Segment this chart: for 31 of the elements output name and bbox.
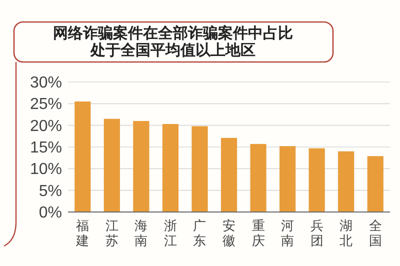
bar: [367, 156, 384, 212]
x-tick-label: 海南: [134, 218, 148, 248]
chart-title: 网络诈骗案件在全部诈骗案件中占比: [53, 24, 293, 42]
chart-subtitle: 处于全国平均值以上地区: [90, 42, 256, 59]
y-tick-label: 30%: [30, 74, 62, 92]
y-tick-label: 25%: [30, 96, 62, 114]
y-tick-label: 15%: [30, 140, 62, 156]
x-tick-label: 兵团: [310, 218, 324, 248]
y-tick-label: 0%: [38, 204, 62, 222]
bar: [192, 126, 208, 212]
x-tick-label: 福建: [75, 218, 90, 248]
y-tick-label: 10%: [30, 161, 62, 178]
y-tick-label: 5%: [38, 182, 62, 200]
bar: [220, 138, 238, 212]
bar: [162, 124, 179, 212]
x-tick-label: 湖北: [340, 218, 353, 248]
bar: [250, 144, 266, 212]
bar: [279, 146, 296, 212]
bar: [74, 102, 91, 212]
x-tick-label: 广东: [193, 218, 206, 248]
x-tick-label: 江苏: [105, 218, 118, 248]
y-tick-label: 20%: [30, 118, 62, 135]
x-tick-label: 浙江: [164, 218, 177, 248]
bar: [104, 118, 120, 212]
x-tick-label: 河南: [281, 218, 294, 248]
bar: [308, 148, 325, 212]
x-tick-label: 重庆: [252, 218, 265, 248]
x-tick-label: 全国: [368, 218, 382, 248]
x-tick-label: 安徽: [222, 218, 236, 248]
bar: [338, 151, 354, 212]
bar: [133, 121, 150, 212]
